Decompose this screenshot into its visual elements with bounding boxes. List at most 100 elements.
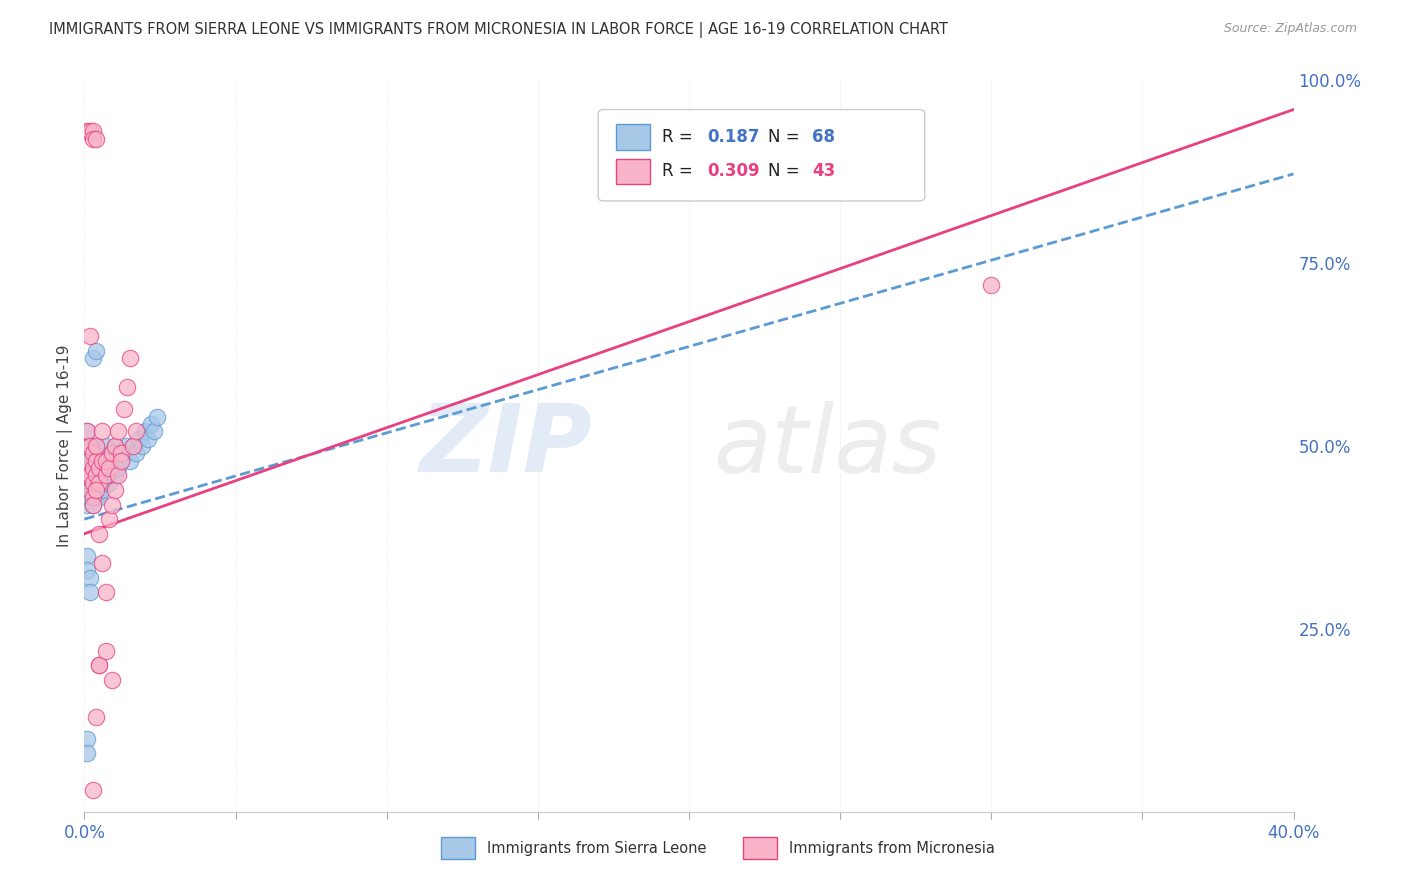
Point: [115, 380, 138, 394]
Text: N =: N =: [768, 128, 804, 145]
Point: [86, 490, 108, 504]
Point: [79, 585, 101, 599]
Point: [131, 439, 153, 453]
Text: IMMIGRANTS FROM SIERRA LEONE VS IMMIGRANTS FROM MICRONESIA IN LABOR FORCE | AGE : IMMIGRANTS FROM SIERRA LEONE VS IMMIGRAN…: [49, 22, 948, 38]
Point: [82, 453, 104, 467]
Point: [100, 498, 122, 512]
Point: [97, 468, 120, 483]
Point: [121, 439, 143, 453]
Point: [79, 439, 101, 453]
Point: [115, 439, 138, 453]
Point: [76, 453, 98, 467]
Text: ZIP: ZIP: [419, 400, 592, 492]
Point: [76, 549, 98, 563]
Point: [89, 658, 111, 673]
Point: [86, 483, 108, 497]
Point: [76, 425, 98, 439]
Point: [86, 468, 108, 483]
Point: [86, 468, 108, 483]
FancyBboxPatch shape: [616, 124, 650, 150]
Text: Immigrants from Micronesia: Immigrants from Micronesia: [789, 841, 995, 855]
FancyBboxPatch shape: [441, 838, 475, 859]
Text: 68: 68: [813, 128, 835, 145]
Point: [94, 453, 117, 467]
Point: [89, 468, 111, 483]
FancyBboxPatch shape: [599, 110, 925, 201]
Point: [89, 658, 111, 673]
Point: [82, 490, 104, 504]
Point: [104, 439, 127, 453]
Point: [104, 483, 127, 497]
Point: [89, 461, 111, 475]
Point: [79, 468, 101, 483]
Point: [86, 439, 108, 453]
Point: [79, 329, 101, 343]
Point: [79, 475, 101, 490]
Point: [82, 782, 104, 797]
Point: [82, 461, 104, 475]
Point: [76, 461, 98, 475]
Text: Immigrants from Sierra Leone: Immigrants from Sierra Leone: [486, 841, 706, 855]
Point: [82, 446, 104, 460]
Point: [100, 446, 122, 460]
Point: [118, 351, 141, 366]
Point: [76, 425, 98, 439]
Point: [94, 585, 117, 599]
Text: 43: 43: [813, 162, 835, 180]
Point: [76, 468, 98, 483]
Point: [86, 709, 108, 723]
Point: [79, 461, 101, 475]
Point: [82, 475, 104, 490]
Point: [91, 453, 114, 467]
Point: [76, 563, 98, 577]
Point: [136, 432, 159, 446]
Point: [91, 461, 114, 475]
Point: [86, 343, 108, 358]
Point: [89, 446, 111, 460]
Point: [79, 483, 101, 497]
Point: [97, 461, 120, 475]
Point: [86, 453, 108, 467]
Point: [100, 446, 122, 460]
Point: [82, 498, 104, 512]
Point: [82, 498, 104, 512]
Point: [79, 124, 101, 138]
Point: [86, 132, 108, 146]
Point: [104, 439, 127, 453]
Point: [91, 425, 114, 439]
Point: [91, 556, 114, 570]
Point: [76, 453, 98, 467]
Point: [89, 475, 111, 490]
Point: [94, 468, 117, 483]
Point: [82, 439, 104, 453]
Point: [110, 446, 132, 460]
Point: [146, 409, 169, 424]
Point: [79, 439, 101, 453]
Point: [110, 453, 132, 467]
Text: R =: R =: [662, 162, 699, 180]
Point: [97, 475, 120, 490]
Point: [82, 483, 104, 497]
Point: [76, 439, 98, 453]
Point: [110, 453, 132, 467]
Point: [128, 432, 150, 446]
Point: [107, 425, 129, 439]
Text: N =: N =: [768, 162, 804, 180]
Point: [94, 439, 117, 453]
Point: [76, 746, 98, 760]
Point: [86, 453, 108, 467]
Point: [76, 439, 98, 453]
Point: [112, 446, 135, 460]
Point: [112, 402, 135, 417]
Point: [94, 644, 117, 658]
Point: [107, 461, 129, 475]
Point: [76, 468, 98, 483]
Point: [86, 483, 108, 497]
Point: [107, 468, 129, 483]
Point: [79, 490, 101, 504]
Point: [89, 461, 111, 475]
Text: atlas: atlas: [713, 401, 942, 491]
Point: [76, 498, 98, 512]
Text: R =: R =: [662, 128, 699, 145]
Point: [91, 483, 114, 497]
